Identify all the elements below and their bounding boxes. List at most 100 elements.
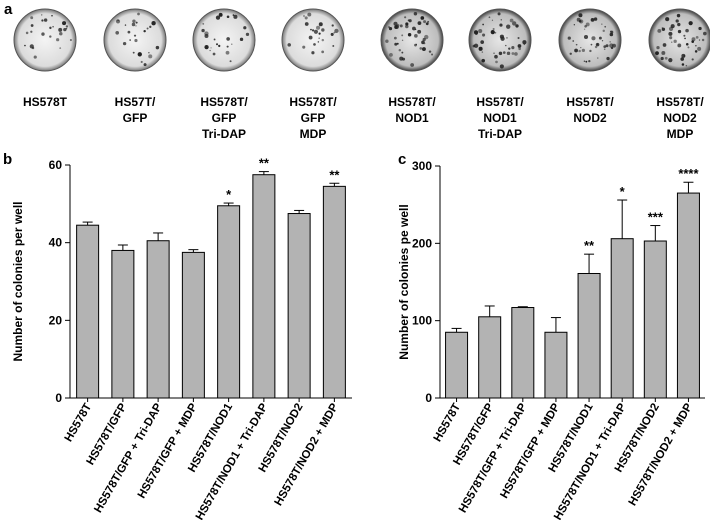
colony xyxy=(506,51,511,56)
colony xyxy=(478,46,483,51)
significance: ** xyxy=(329,167,340,182)
colony xyxy=(201,28,205,33)
colony xyxy=(665,17,670,22)
bar xyxy=(287,213,311,399)
colony xyxy=(204,33,209,38)
colony xyxy=(604,25,607,28)
colony xyxy=(588,59,591,63)
colony xyxy=(399,56,404,61)
colony xyxy=(396,23,400,27)
colony xyxy=(308,35,313,40)
colony xyxy=(585,22,590,27)
colony xyxy=(494,54,498,59)
colony xyxy=(51,14,53,17)
colony xyxy=(394,25,398,29)
y-tick-label: 40 xyxy=(49,236,63,250)
well-label: HS578T/ xyxy=(200,95,248,109)
colony xyxy=(675,19,679,23)
colony xyxy=(491,19,494,21)
colony xyxy=(243,26,247,30)
colony xyxy=(590,43,593,46)
colony xyxy=(698,26,702,31)
colony xyxy=(482,23,484,26)
colony xyxy=(318,32,321,35)
bar xyxy=(478,316,502,399)
colony xyxy=(514,52,518,56)
well-label: GFP xyxy=(301,111,326,125)
colony xyxy=(500,36,505,41)
colony xyxy=(575,43,578,46)
significance: **** xyxy=(678,166,699,181)
colony xyxy=(56,38,60,42)
y-tick-label: 20 xyxy=(49,313,63,327)
colony xyxy=(133,34,137,37)
colony xyxy=(593,17,598,21)
colony xyxy=(657,28,662,33)
well xyxy=(468,8,532,72)
colony xyxy=(428,50,432,53)
colony xyxy=(408,19,412,23)
colony xyxy=(517,36,520,40)
colony xyxy=(499,64,504,69)
colony xyxy=(602,29,605,33)
colony xyxy=(115,30,120,35)
colony xyxy=(131,22,136,27)
colony xyxy=(303,15,305,17)
significance: * xyxy=(620,184,626,199)
y-tick-label: 200 xyxy=(412,236,432,250)
colony xyxy=(410,63,415,67)
colony xyxy=(609,41,611,43)
well-label: HS578T/ xyxy=(656,95,704,109)
colony xyxy=(24,44,26,47)
colony xyxy=(685,64,688,67)
colony xyxy=(578,49,581,53)
colony xyxy=(414,34,418,38)
colony xyxy=(233,14,238,19)
colony xyxy=(132,51,135,54)
well-label: NOD1 xyxy=(483,111,517,125)
bar xyxy=(76,224,100,399)
colony xyxy=(610,30,614,34)
colony xyxy=(423,20,427,24)
colony xyxy=(304,16,308,20)
colony xyxy=(229,60,232,63)
colony xyxy=(596,43,599,45)
colony xyxy=(506,37,508,39)
colony xyxy=(25,31,29,35)
colony xyxy=(413,12,418,16)
colony xyxy=(407,33,412,37)
colony xyxy=(321,38,325,42)
y-tick-label: 0 xyxy=(55,391,62,405)
colony xyxy=(63,27,67,32)
colony xyxy=(393,36,397,40)
colony xyxy=(660,56,664,61)
colony xyxy=(509,18,514,23)
colony xyxy=(59,47,62,49)
panel-letter: b xyxy=(3,151,12,168)
colony xyxy=(404,16,407,19)
colony xyxy=(512,21,517,26)
x-tick-label: HS578T xyxy=(63,402,94,445)
colony xyxy=(681,63,685,66)
colony xyxy=(585,60,588,63)
colony xyxy=(401,39,404,42)
colony xyxy=(239,37,244,42)
colony xyxy=(134,38,138,43)
colony xyxy=(132,19,136,23)
significance: ** xyxy=(259,156,270,171)
colony xyxy=(218,44,221,48)
colony xyxy=(385,39,389,43)
colony xyxy=(495,60,498,64)
colony xyxy=(318,37,320,39)
colony xyxy=(401,34,404,37)
colony xyxy=(431,53,434,56)
colony xyxy=(420,16,425,20)
colony xyxy=(701,38,705,42)
colony xyxy=(655,51,659,56)
colony xyxy=(30,30,33,33)
colony xyxy=(488,16,491,19)
colony xyxy=(387,25,391,29)
colony xyxy=(389,52,393,57)
colony xyxy=(673,39,677,43)
